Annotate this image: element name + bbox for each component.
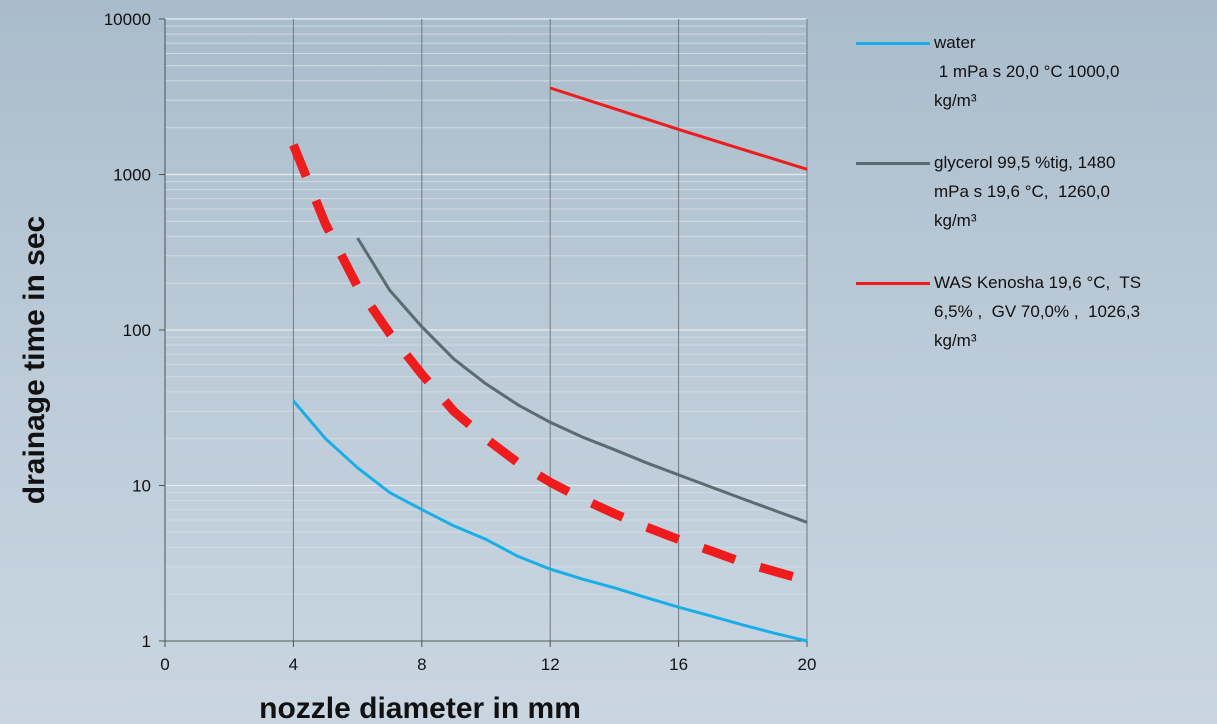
legend-swatch-glycerol	[856, 162, 930, 165]
legend-label-water: water 1 mPa s 20,0 °C 1000,0 kg/m³	[934, 33, 1120, 110]
y-axis-title: drainage time in sec	[18, 216, 51, 504]
x-tick-label: 0	[160, 655, 169, 674]
legend-label-glycerol: glycerol 99,5 %tig, 1480 mPa s 19,6 °C, …	[934, 153, 1116, 230]
x-tick-label: 4	[289, 655, 298, 674]
x-tick-label: 12	[541, 655, 560, 674]
series-red-solid-line	[549, 86, 808, 171]
legend-item-was-kenosha: WAS Kenosha 19,6 °C, TS 6,5% , GV 70,0% …	[856, 268, 1217, 388]
x-tick-label: 20	[798, 655, 817, 674]
legend: water 1 mPa s 20,0 °C 1000,0 kg/m³ glyce…	[856, 28, 1217, 388]
legend-label-was-kenosha: WAS Kenosha 19,6 °C, TS 6,5% , GV 70,0% …	[934, 273, 1142, 350]
y-tick-label: 10	[132, 477, 151, 496]
legend-swatch-water	[856, 42, 930, 45]
legend-item-glycerol: glycerol 99,5 %tig, 1480 mPa s 19,6 °C, …	[856, 148, 1217, 268]
legend-item-water: water 1 mPa s 20,0 °C 1000,0 kg/m³	[856, 28, 1217, 148]
series-water-line	[292, 399, 808, 643]
y-tick-label: 100	[123, 321, 151, 340]
y-tick-label: 1	[142, 632, 151, 651]
series-was-kenosha-dashed-line	[289, 143, 809, 585]
x-axis-title: nozzle diameter in mm	[259, 692, 581, 724]
x-tick-label: 16	[669, 655, 688, 674]
series-glycerol-line	[356, 237, 808, 524]
legend-swatch-was-kenosha	[856, 282, 930, 285]
x-tick-label: 8	[417, 655, 426, 674]
y-tick-label: 1000	[113, 166, 151, 185]
y-tick-label: 10000	[104, 10, 151, 29]
